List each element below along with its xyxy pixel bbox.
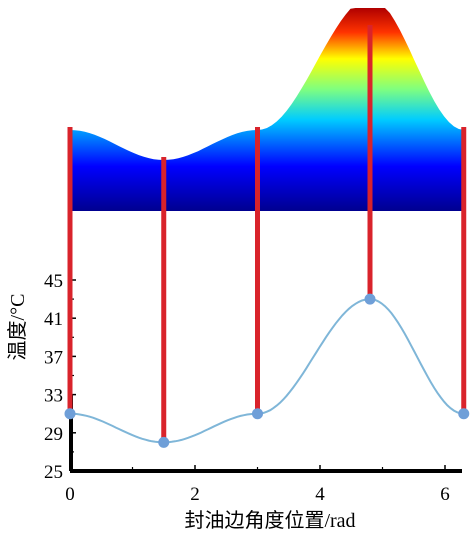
y-tick-label: 29 [44, 424, 63, 445]
data-point [252, 408, 263, 420]
x-ticks: 0 2 4 6 [65, 465, 450, 505]
temperature-colormap [70, 8, 464, 211]
y-ticks: 25 29 33 37 41 45 [44, 271, 76, 483]
x-axis-label: 封油边角度位置/rad [184, 509, 355, 532]
probe-rods [67, 25, 467, 443]
x-tick-label: 6 [440, 484, 450, 505]
y-tick-label: 41 [44, 309, 63, 330]
y-tick-label: 45 [44, 271, 63, 292]
x-tick-label: 2 [190, 484, 200, 505]
y-tick-label: 25 [44, 462, 63, 483]
x-tick-label: 0 [65, 484, 75, 505]
data-point [158, 436, 170, 448]
x-tick-label: 4 [315, 484, 325, 505]
data-point [364, 293, 376, 305]
y-tick-label: 37 [44, 347, 63, 368]
data-point [458, 408, 470, 420]
temperature-curve [69, 298, 464, 444]
data-point [64, 408, 76, 420]
data-markers [64, 293, 470, 448]
y-tick-label: 33 [44, 386, 63, 407]
y-axis-label: 温度/°C [6, 294, 29, 361]
